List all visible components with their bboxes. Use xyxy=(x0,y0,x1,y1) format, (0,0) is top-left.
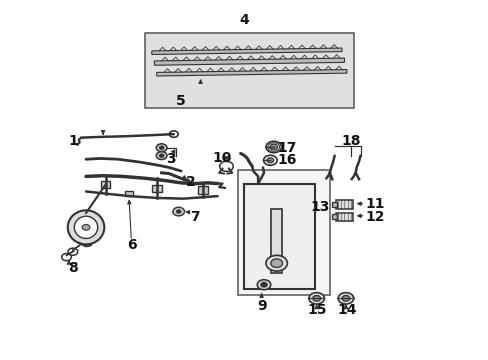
Circle shape xyxy=(261,283,266,287)
Text: 10: 10 xyxy=(212,152,232,166)
Text: 9: 9 xyxy=(256,299,266,313)
Bar xyxy=(244,184,315,289)
Bar xyxy=(331,202,336,207)
Circle shape xyxy=(269,144,277,150)
Text: 6: 6 xyxy=(127,238,137,252)
Bar xyxy=(271,209,282,273)
Text: 1: 1 xyxy=(68,134,78,148)
Text: 3: 3 xyxy=(166,152,176,166)
Circle shape xyxy=(82,225,90,230)
Circle shape xyxy=(265,255,287,271)
Text: 4: 4 xyxy=(239,13,249,27)
Bar xyxy=(335,201,352,209)
Text: 5: 5 xyxy=(176,94,185,108)
Circle shape xyxy=(172,207,184,216)
Circle shape xyxy=(270,259,282,267)
Circle shape xyxy=(257,280,270,290)
Polygon shape xyxy=(152,48,341,54)
Bar xyxy=(152,185,161,192)
Text: 18: 18 xyxy=(340,134,360,148)
Ellipse shape xyxy=(68,210,104,244)
Circle shape xyxy=(266,158,273,163)
Text: 2: 2 xyxy=(185,175,195,189)
Circle shape xyxy=(263,155,277,165)
Circle shape xyxy=(156,152,166,159)
Circle shape xyxy=(265,141,281,153)
Bar xyxy=(331,214,336,220)
Bar xyxy=(198,186,207,194)
Text: 14: 14 xyxy=(336,303,356,317)
Text: 16: 16 xyxy=(277,153,296,167)
Text: 17: 17 xyxy=(277,141,296,155)
Text: 15: 15 xyxy=(307,303,327,317)
Circle shape xyxy=(341,296,349,301)
Polygon shape xyxy=(157,69,346,76)
Text: 11: 11 xyxy=(365,197,384,211)
Text: 12: 12 xyxy=(365,210,384,224)
Bar xyxy=(238,170,329,295)
Polygon shape xyxy=(154,58,344,65)
Circle shape xyxy=(156,144,166,152)
Circle shape xyxy=(159,154,163,157)
Text: 13: 13 xyxy=(310,200,329,214)
Circle shape xyxy=(312,296,320,301)
Circle shape xyxy=(337,293,353,304)
Bar xyxy=(125,192,133,197)
Text: 7: 7 xyxy=(189,210,199,224)
Circle shape xyxy=(159,146,163,149)
Circle shape xyxy=(308,293,324,304)
Ellipse shape xyxy=(74,216,98,238)
Circle shape xyxy=(176,210,181,213)
Bar xyxy=(101,181,110,188)
Text: 8: 8 xyxy=(68,261,78,275)
Bar xyxy=(335,213,352,221)
Bar xyxy=(144,33,353,108)
